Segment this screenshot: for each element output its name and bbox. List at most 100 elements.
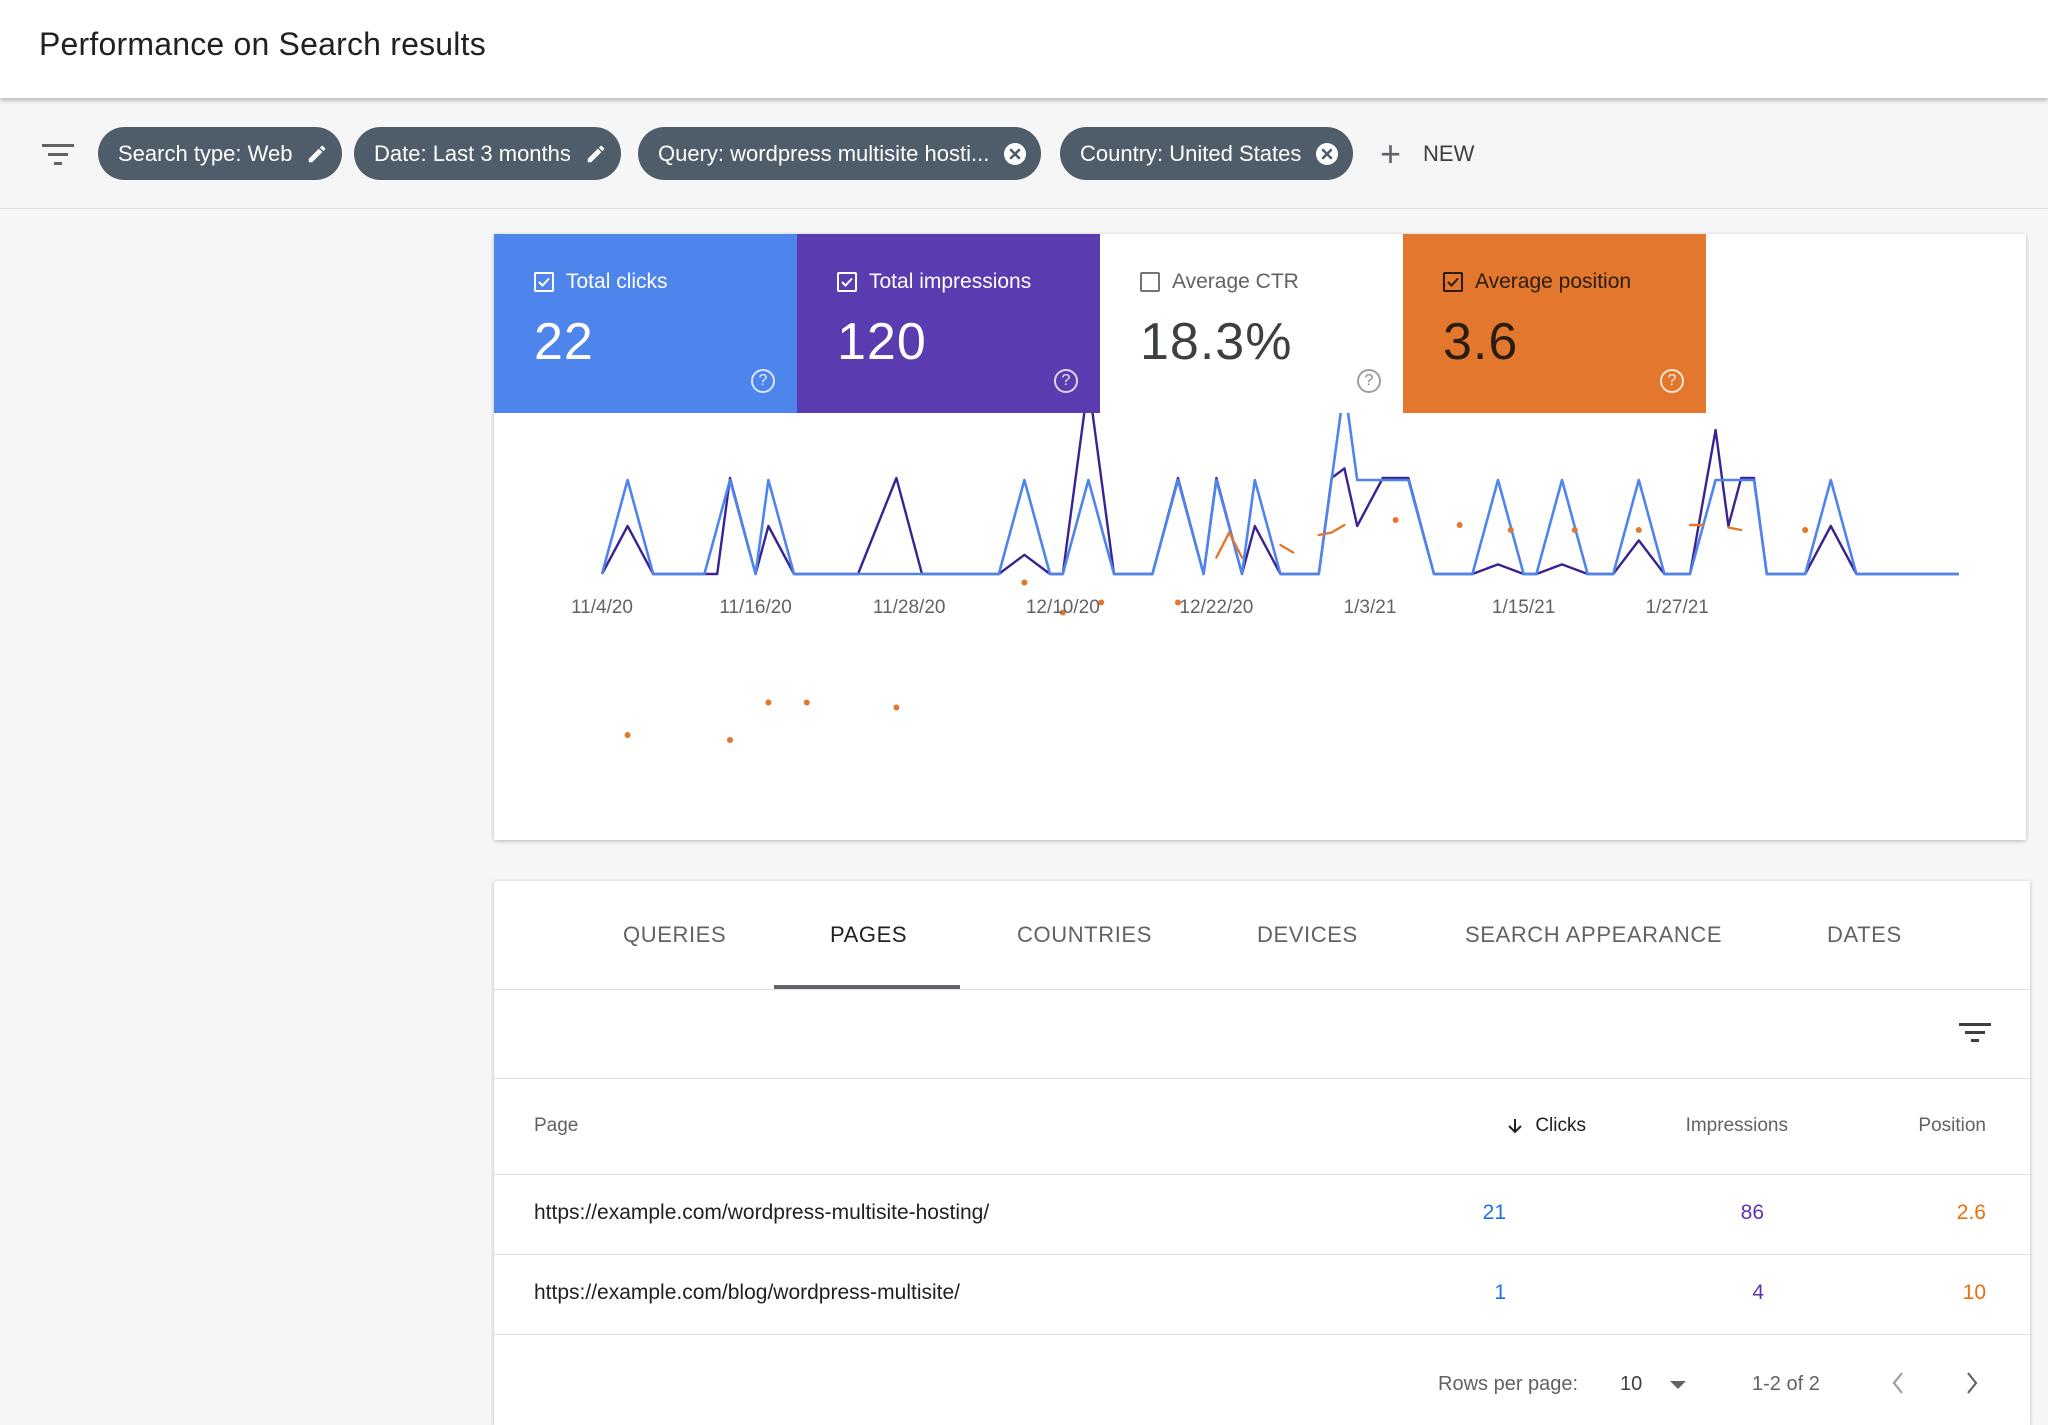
next-page-icon[interactable] bbox=[1962, 1369, 1982, 1397]
checkbox-checked-icon[interactable] bbox=[837, 272, 857, 292]
metric-average-ctr[interactable]: Average CTR 18.3% ? bbox=[1100, 234, 1403, 413]
tab-search-appearance[interactable]: SEARCH APPEARANCE bbox=[1465, 922, 1723, 947]
column-header-position[interactable]: Position bbox=[1918, 1115, 1986, 1136]
metric-label: Average position bbox=[1475, 270, 1632, 293]
sort-down-icon bbox=[1508, 1119, 1523, 1134]
position-point bbox=[1021, 579, 1028, 586]
active-tab-indicator bbox=[774, 985, 960, 989]
help-icon[interactable]: ? bbox=[1357, 369, 1381, 393]
dropdown-arrow-icon[interactable] bbox=[1668, 1379, 1688, 1391]
filter-chip-search-type[interactable]: Search type: Web bbox=[98, 127, 343, 180]
x-tick-label: 11/28/20 bbox=[873, 597, 946, 618]
chip-label: Query: wordpress multisite hosti... bbox=[658, 140, 990, 166]
clicks-value: 1 bbox=[1494, 1281, 1506, 1304]
position-point bbox=[893, 704, 900, 711]
metric-label: Average CTR bbox=[1172, 270, 1299, 293]
position-series-segment bbox=[1330, 523, 1346, 534]
help-icon[interactable]: ? bbox=[1660, 369, 1684, 393]
position-point bbox=[1456, 522, 1463, 528]
position-point bbox=[624, 732, 631, 738]
metric-label: Total impressions bbox=[869, 270, 1032, 293]
metric-value: 22 bbox=[534, 313, 594, 371]
metric-total-clicks[interactable]: Total clicks 22 ? bbox=[494, 234, 797, 413]
x-tick-label: 12/22/20 bbox=[1179, 597, 1253, 618]
table-filter-icon[interactable] bbox=[1959, 1020, 1991, 1046]
position-point bbox=[1571, 527, 1578, 533]
metric-value: 3.6 bbox=[1443, 313, 1519, 371]
position-point bbox=[727, 737, 733, 743]
tab-pages[interactable]: PAGES bbox=[830, 922, 908, 947]
metric-value: 120 bbox=[837, 313, 927, 371]
previous-page-icon[interactable] bbox=[1888, 1369, 1908, 1397]
x-tick-label: 1/15/21 bbox=[1492, 597, 1555, 618]
position-value: 10 bbox=[1962, 1281, 1986, 1304]
metric-label: Total clicks bbox=[566, 270, 668, 293]
metric-value: 18.3% bbox=[1140, 313, 1293, 371]
metric-total-impressions[interactable]: Total impressions 120 ? bbox=[797, 234, 1100, 413]
impressions-value: 86 bbox=[1740, 1201, 1764, 1224]
filter-icon[interactable] bbox=[40, 140, 76, 170]
x-tick-label: 1/3/21 bbox=[1344, 597, 1397, 618]
position-point bbox=[803, 699, 810, 706]
tab-devices[interactable]: DEVICES bbox=[1257, 922, 1358, 947]
edit-icon[interactable] bbox=[306, 143, 328, 165]
page-title: Performance on Search results bbox=[39, 26, 486, 62]
position-series-segment bbox=[1279, 543, 1295, 554]
chip-label: Country: United States bbox=[1080, 140, 1302, 166]
plus-icon: + bbox=[1380, 132, 1402, 174]
column-header-impressions[interactable]: Impressions bbox=[1685, 1115, 1788, 1136]
tab-queries[interactable]: QUERIES bbox=[623, 922, 727, 947]
rows-per-page-select[interactable]: 10 bbox=[1620, 1373, 1643, 1395]
tab-countries[interactable]: COUNTRIES bbox=[1017, 922, 1152, 947]
clicks-value: 21 bbox=[1482, 1201, 1506, 1224]
position-point bbox=[765, 699, 772, 706]
table-row[interactable]: https://example.com/wordpress-multisite-… bbox=[494, 1175, 2030, 1255]
position-point bbox=[1802, 527, 1809, 533]
title-bar: Performance on Search results bbox=[0, 0, 2048, 98]
performance-card: Total clicks 22 ? Total impressions 120 … bbox=[494, 234, 2026, 840]
edit-icon[interactable] bbox=[585, 143, 607, 165]
position-series-segment bbox=[1228, 531, 1244, 559]
position-point bbox=[1507, 527, 1514, 533]
pagination: Rows per page: 10 1-2 of 2 bbox=[494, 1333, 2030, 1425]
close-icon[interactable] bbox=[1315, 142, 1339, 166]
chip-label: Search type: Web bbox=[118, 140, 293, 166]
position-series-segment bbox=[1317, 531, 1333, 537]
position-series-segment bbox=[1727, 526, 1743, 532]
x-tick-label: 12/10/20 bbox=[1026, 597, 1100, 618]
rows-per-page-label: Rows per page: bbox=[1438, 1373, 1579, 1395]
filter-chip-query[interactable]: Query: wordpress multisite hosti... bbox=[638, 127, 1042, 180]
position-point bbox=[1098, 599, 1105, 606]
x-tick-label: 1/27/21 bbox=[1645, 597, 1708, 618]
position-point bbox=[1175, 599, 1181, 606]
tab-dates[interactable]: DATES bbox=[1827, 922, 1902, 947]
performance-chart: 11/4/20 11/16/20 11/28/20 12/10/20 12/22/20 1… bbox=[571, 413, 1959, 743]
column-header-page[interactable]: Page bbox=[534, 1115, 579, 1136]
column-header-clicks[interactable]: Clicks bbox=[1424, 1115, 1586, 1137]
dimension-table-card: QUERIES PAGES COUNTRIES DEVICES SEARCH A… bbox=[494, 881, 2030, 1425]
filter-bar: Search type: Web Date: Last 3 months Que… bbox=[0, 100, 2048, 209]
x-tick-label: 11/4/20 bbox=[571, 597, 633, 618]
filter-chip-country[interactable]: Country: United States bbox=[1060, 127, 1354, 180]
position-value: 2.6 bbox=[1956, 1201, 1986, 1224]
position-point bbox=[1635, 527, 1642, 533]
table-toolbar bbox=[494, 990, 2030, 1079]
help-icon[interactable]: ? bbox=[751, 369, 775, 393]
x-tick-label: 11/16/20 bbox=[719, 597, 792, 618]
add-filter-button[interactable]: + NEW bbox=[1380, 127, 1474, 180]
page-url: https://example.com/blog/wordpress-multi… bbox=[534, 1281, 960, 1304]
page-range: 1-2 of 2 bbox=[1752, 1373, 1820, 1395]
filter-chip-date[interactable]: Date: Last 3 months bbox=[354, 127, 621, 180]
position-point bbox=[1059, 609, 1066, 616]
checkbox-unchecked-icon[interactable] bbox=[1140, 272, 1160, 292]
metric-average-position[interactable]: Average position 3.6 ? bbox=[1403, 234, 1706, 413]
add-filter-label: NEW bbox=[1423, 140, 1475, 166]
position-point bbox=[1392, 517, 1399, 523]
checkbox-checked-icon[interactable] bbox=[534, 272, 554, 292]
close-icon[interactable] bbox=[1003, 142, 1027, 166]
table-header: Page Clicks Impressions Position bbox=[494, 1079, 2030, 1175]
page-url: https://example.com/wordpress-multisite-… bbox=[534, 1201, 990, 1224]
table-row[interactable]: https://example.com/blog/wordpress-multi… bbox=[494, 1255, 2030, 1335]
checkbox-checked-icon[interactable] bbox=[1443, 272, 1463, 292]
help-icon[interactable]: ? bbox=[1054, 369, 1078, 393]
